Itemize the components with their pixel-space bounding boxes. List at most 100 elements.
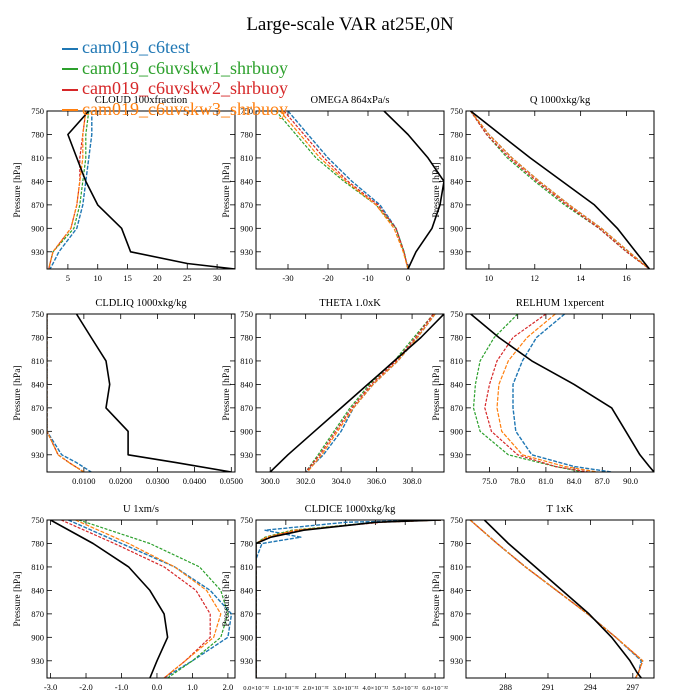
series-line-reference [67,111,235,269]
y-tick-label: 870 [240,609,253,619]
panel-title: U 1xm/s [123,504,159,515]
x-tick-label: 12 [531,273,540,283]
series-line-cam019_c6uvskw3_shrbuoy [75,520,222,678]
y-tick-label: 930 [31,450,44,460]
y-tick-label: 750 [450,309,463,319]
y-tick-label: 810 [31,562,44,572]
x-tick-label: 291 [542,682,555,692]
x-tick-label: 0.0100 [72,476,95,486]
y-tick-label: 750 [31,515,44,525]
y-tick-label: 870 [240,200,253,210]
y-tick-label: 900 [240,632,253,642]
x-tick-label: 0.0×10⁻³² [243,685,269,692]
panel: T 1xK Pressure [hPa] 750 780 810 840 870 900 930… [432,504,655,692]
y-tick-label: 750 [240,515,253,525]
panel-frame [255,313,445,473]
series-line-cam019_c6uvskw2_shrbuoy [305,314,434,472]
panel-title: THETA 1.0xK [319,298,381,309]
legend-item-c6uvskw1: cam019_c6uvskw1_shrbuoy [62,58,288,79]
series-line-reference [470,111,651,269]
series-line-cam019_c6uvskw1_shrbuoy [472,314,584,472]
x-tick-label: 25 [183,273,192,283]
y-tick-label: 810 [450,562,463,572]
x-tick-label: 0.0200 [109,476,132,486]
y-axis-label: Pressure [hPa] [13,365,23,420]
panel: CLDLIQ 1000xkg/kg Pressure [hPa] 750 780 810… [13,298,243,486]
y-tick-label: 840 [240,379,253,389]
panel-frame [465,519,655,679]
panel-title: Q 1000xkg/kg [530,95,591,106]
series-line-cam019_c6uvskw1_shrbuoy [78,520,229,678]
y-axis-label: Pressure [hPa] [432,365,442,420]
series-line-cam019_c6uvskw3_shrbuoy [48,111,87,269]
panel-frame [465,110,655,270]
x-tick-label: -10 [362,273,373,283]
y-tick-label: 930 [31,247,44,257]
y-tick-label: 930 [31,656,44,666]
x-tick-label: 20 [153,273,162,283]
y-tick-label: 840 [31,379,44,389]
y-tick-label: 870 [31,200,44,210]
series-line-cam019_c6uvskw2_shrbuoy [47,314,85,472]
x-tick-label: 5 [66,273,70,283]
series-line-cam019_c6uvskw1_shrbuoy [470,111,650,269]
y-axis-label: Pressure [hPa] [13,162,23,217]
x-tick-label: 30 [213,273,222,283]
y-tick-label: 780 [240,538,253,548]
panel: THETA 1.0xK Pressure [hPa] 750 780 810 840 870… [222,298,445,486]
x-tick-label: 308.0 [403,476,422,486]
legend-item-c6uvskw2: cam019_c6uvskw2_shrbuoy [62,78,288,99]
panel-frame [46,110,236,270]
y-tick-label: 900 [450,223,463,233]
y-tick-label: 810 [450,153,463,163]
x-tick-label: 304.0 [332,476,351,486]
x-tick-label: 10 [93,273,102,283]
series-line-cam019_c6test [470,111,650,269]
y-tick-label: 930 [240,450,253,460]
y-tick-label: 750 [450,106,463,116]
y-tick-label: 810 [31,356,44,366]
y-tick-label: 870 [31,403,44,413]
legend-label: cam019_c6uvskw2_shrbuoy [82,78,288,98]
x-tick-label: 0.0500 [220,476,243,486]
legend: cam019_c6test cam019_c6uvskw1_shrbuoy ca… [62,37,288,119]
series-line-cam019_c6uvskw2_shrbuoy [283,111,409,269]
panel: Q 1000xkg/kg Pressure [hPa] 750 780 810 840 87… [432,95,655,283]
x-tick-label: 300.0 [261,476,280,486]
x-tick-label: -20 [322,273,333,283]
y-tick-label: 780 [31,332,44,342]
x-tick-label: 0 [406,273,410,283]
y-tick-label: 780 [240,332,253,342]
y-tick-label: 900 [31,223,44,233]
x-tick-label: 0.0400 [183,476,206,486]
series-line-cam019_c6test [68,520,233,678]
y-tick-label: 810 [450,356,463,366]
x-tick-label: 306.0 [367,476,386,486]
y-tick-label: 900 [31,632,44,642]
panel-title: CLDLIQ 1000xkg/kg [95,298,187,309]
y-tick-label: 750 [31,309,44,319]
x-tick-label: 14 [576,273,585,283]
y-tick-label: 870 [450,403,463,413]
y-tick-label: 870 [450,200,463,210]
series-line-cam019_c6test [256,520,442,678]
y-tick-label: 930 [450,247,463,257]
panel: OMEGA 864xPa/s Pressure [hPa] 750 780 810 840… [222,95,445,283]
series-line-cam019_c6uvskw1_shrbuoy [275,111,409,269]
legend-label: cam019_c6test [82,37,190,57]
panel-frame [465,313,655,473]
y-tick-label: 840 [31,176,44,186]
series-line-cam019_c6uvskw2_shrbuoy [60,520,211,678]
y-tick-label: 810 [240,562,253,572]
y-tick-label: 780 [450,129,463,139]
x-tick-label: 1.0×10⁻³² [273,685,299,692]
series-line-reference [483,520,642,678]
x-tick-label: 75.0 [482,476,497,486]
y-tick-label: 780 [240,129,253,139]
y-tick-label: 780 [31,129,44,139]
y-tick-label: 840 [31,585,44,595]
y-tick-label: 930 [240,656,253,666]
series-line-cam019_c6test [469,520,642,678]
legend-label: cam019_c6uvskw3_shrbuoy [82,98,288,119]
